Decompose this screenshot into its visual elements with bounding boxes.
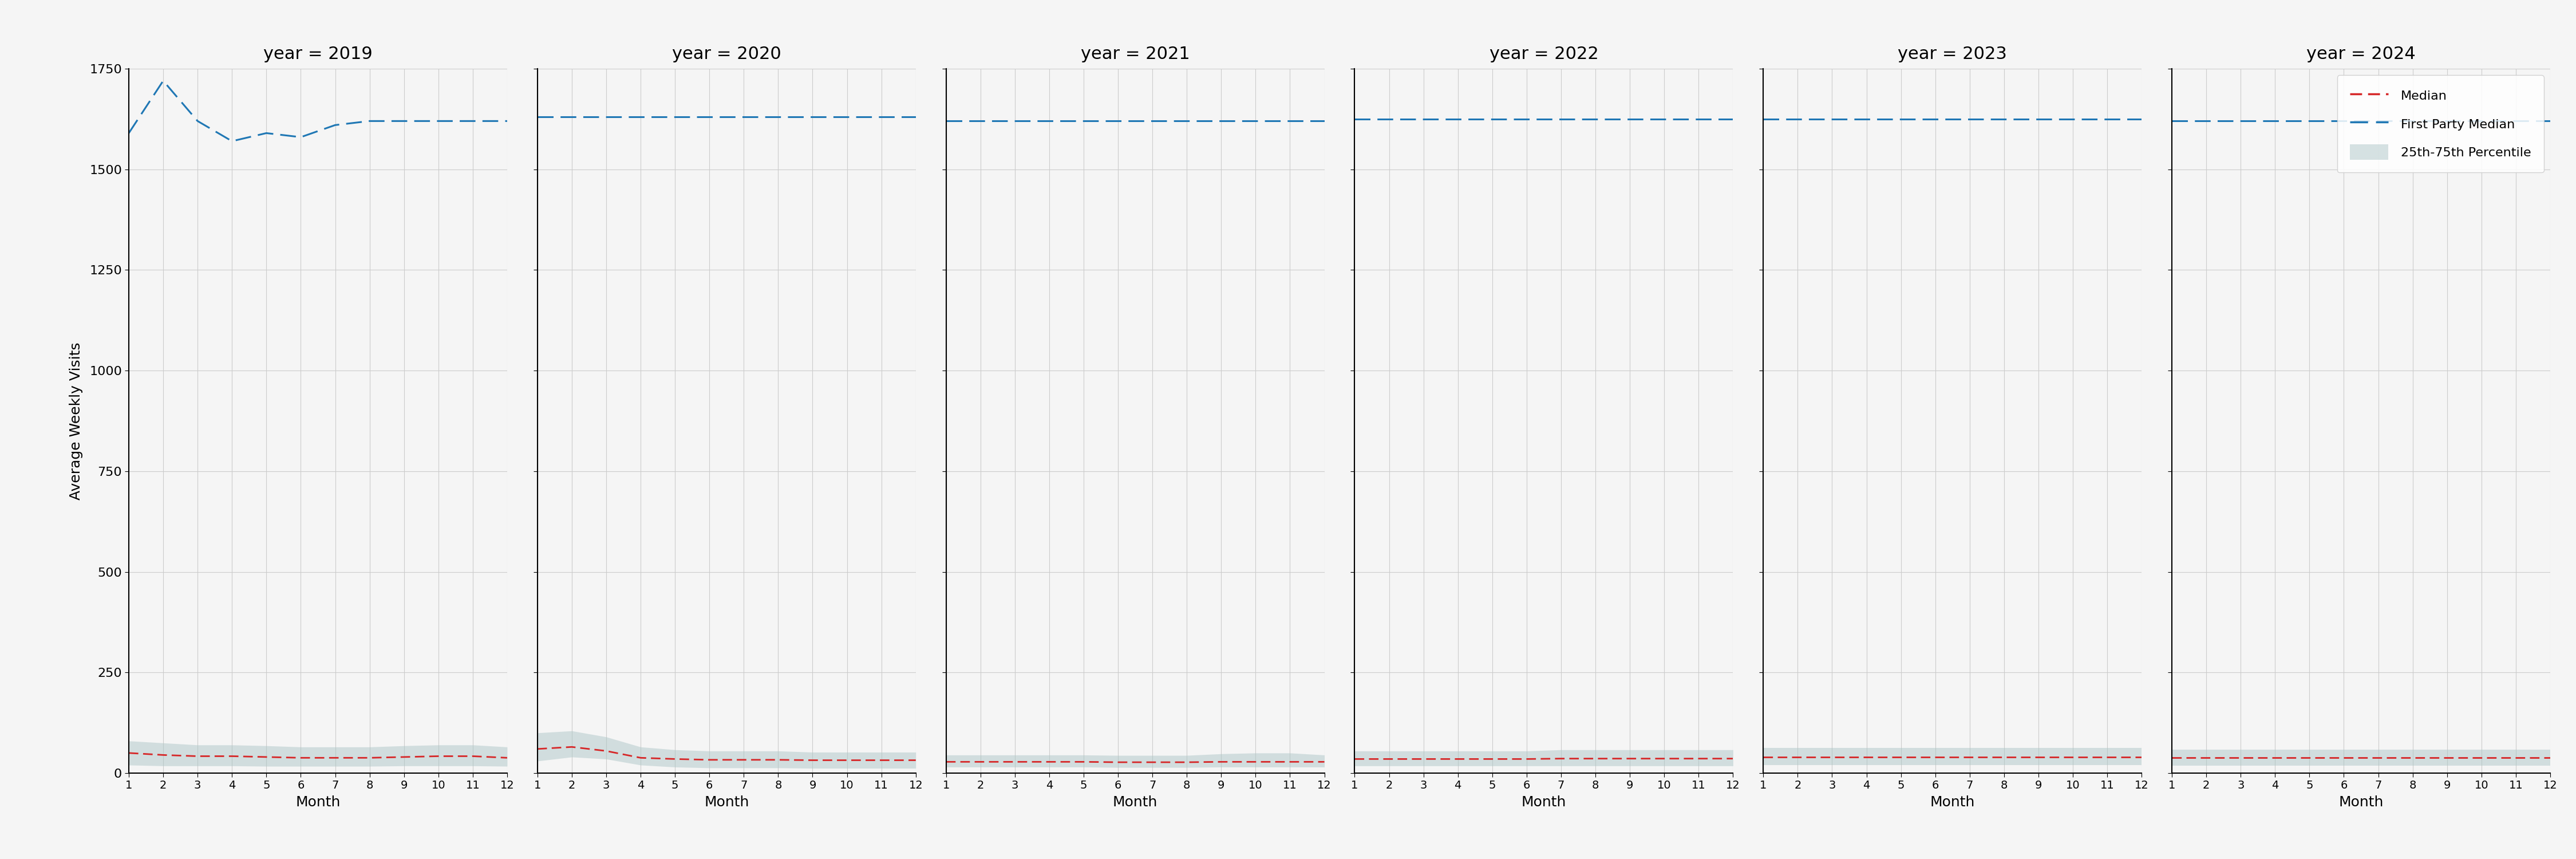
Title: year = 2023: year = 2023 [1899, 46, 2007, 63]
Y-axis label: Average Weekly Visits: Average Weekly Visits [70, 342, 82, 500]
X-axis label: Month: Month [2339, 795, 2383, 809]
Title: year = 2022: year = 2022 [1489, 46, 1600, 63]
Legend: Median, First Party Median, 25th-75th Percentile: Median, First Party Median, 25th-75th Pe… [2336, 75, 2545, 173]
X-axis label: Month: Month [1522, 795, 1566, 809]
X-axis label: Month: Month [296, 795, 340, 809]
Title: year = 2020: year = 2020 [672, 46, 781, 63]
Title: year = 2021: year = 2021 [1079, 46, 1190, 63]
Title: year = 2024: year = 2024 [2306, 46, 2416, 63]
X-axis label: Month: Month [1113, 795, 1157, 809]
Title: year = 2019: year = 2019 [263, 46, 374, 63]
X-axis label: Month: Month [1929, 795, 1976, 809]
X-axis label: Month: Month [703, 795, 750, 809]
